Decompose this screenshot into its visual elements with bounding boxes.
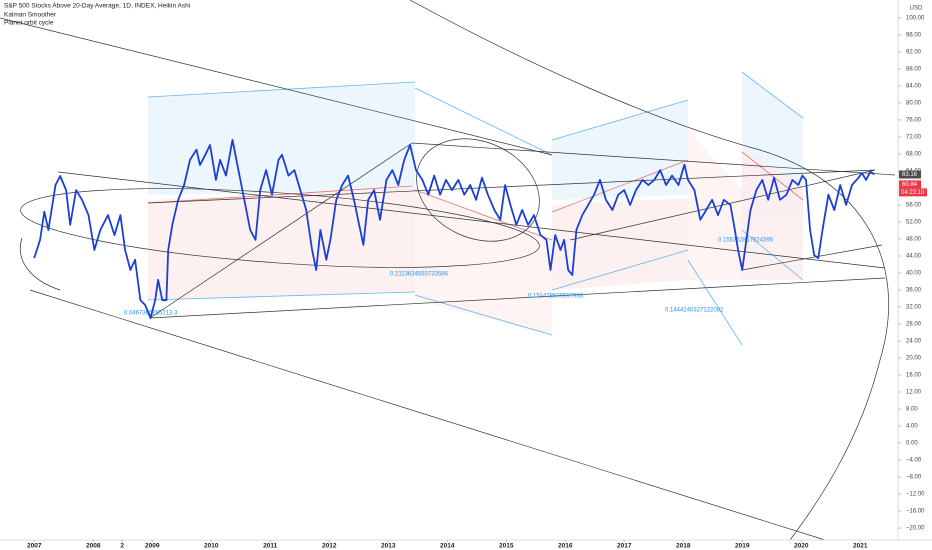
y-tick-label: 40.00: [906, 271, 922, 277]
x-tick-label: 2008: [86, 543, 101, 550]
x-tick-label: 2009: [145, 543, 160, 550]
x-tick-label: 2013: [381, 543, 396, 550]
x-tick-label: 2020: [794, 543, 809, 550]
annotation: 0.151478609597988: [528, 294, 584, 300]
y-tick-label: 8.00: [906, 407, 918, 413]
y-tick-label: 28.00: [906, 322, 922, 328]
y-tick-label: 20.00: [906, 356, 922, 362]
indicator-label: Planet orbit cycle: [4, 20, 54, 27]
countdown: 04:23:10: [901, 190, 925, 196]
y-tick-label: 72.00: [906, 134, 922, 140]
axis-unit: USD: [910, 6, 923, 12]
annotation: 0.1444240327122082: [665, 308, 724, 314]
x-tick-label: 2019: [735, 543, 750, 550]
x-tick-label: 2015: [499, 543, 514, 550]
x-tick-label: 2016: [558, 543, 573, 550]
price-label: 60.84: [902, 182, 918, 188]
x-tick-label: 2010: [204, 543, 219, 550]
x-tick-label: 2012: [322, 543, 337, 550]
y-tick-label: 68.00: [906, 151, 922, 157]
x-tick-label: 2017: [617, 543, 632, 550]
price-label: 63.16: [902, 172, 918, 178]
y-tick-label: 32.00: [906, 305, 922, 311]
x-tick-label: 2014: [440, 543, 455, 550]
countdown-bg: [899, 188, 927, 197]
y-tick-label: −20.00: [906, 526, 925, 532]
y-tick-label: −12.00: [906, 492, 925, 498]
y-tick-label: 0.00: [906, 441, 918, 447]
y-tick-label: −4.00: [906, 458, 922, 464]
y-tick-label: 12.00: [906, 390, 922, 396]
y-tick-label: 56.00: [906, 203, 922, 209]
y-tick-label: 4.00: [906, 424, 918, 430]
y-tick-label: 36.00: [906, 288, 922, 294]
y-tick-label: 84.00: [906, 83, 922, 89]
y-tick-label: 24.00: [906, 339, 922, 345]
chart-title: S&P 500 Stocks Above 20-Day Average, 1D,…: [4, 3, 190, 10]
y-tick-label: 16.00: [906, 373, 922, 379]
x-tick-label: 2: [120, 543, 124, 550]
y-tick-label: −16.00: [906, 509, 925, 515]
drawings: [0, 0, 896, 541]
annotation: 0.2113634593733586: [390, 272, 449, 278]
y-tick-label: 100.00: [906, 15, 925, 21]
y-tick-label: 44.00: [906, 254, 922, 260]
y-tick-label: −8.00: [906, 475, 922, 481]
y-tick-label: 92.00: [906, 49, 922, 55]
y-tick-label: 76.00: [906, 117, 922, 123]
indicator-label: Kalman Smoother: [4, 12, 57, 19]
series-line: [33, 139, 875, 319]
y-tick-label: 96.00: [906, 32, 922, 38]
x-tick-label: 2007: [27, 543, 42, 550]
y-tick-label: 48.00: [906, 237, 922, 243]
x-tick-label: 2021: [853, 543, 868, 550]
price-label-bg: [899, 170, 921, 179]
y-tick-label: 80.00: [906, 100, 922, 106]
y-tick-label: 52.00: [906, 220, 922, 226]
price-label-bg: [899, 180, 921, 189]
y-tick-label: 88.00: [906, 66, 922, 72]
x-tick-label: 2011: [263, 543, 277, 550]
x-tick-label: 2018: [676, 543, 691, 550]
